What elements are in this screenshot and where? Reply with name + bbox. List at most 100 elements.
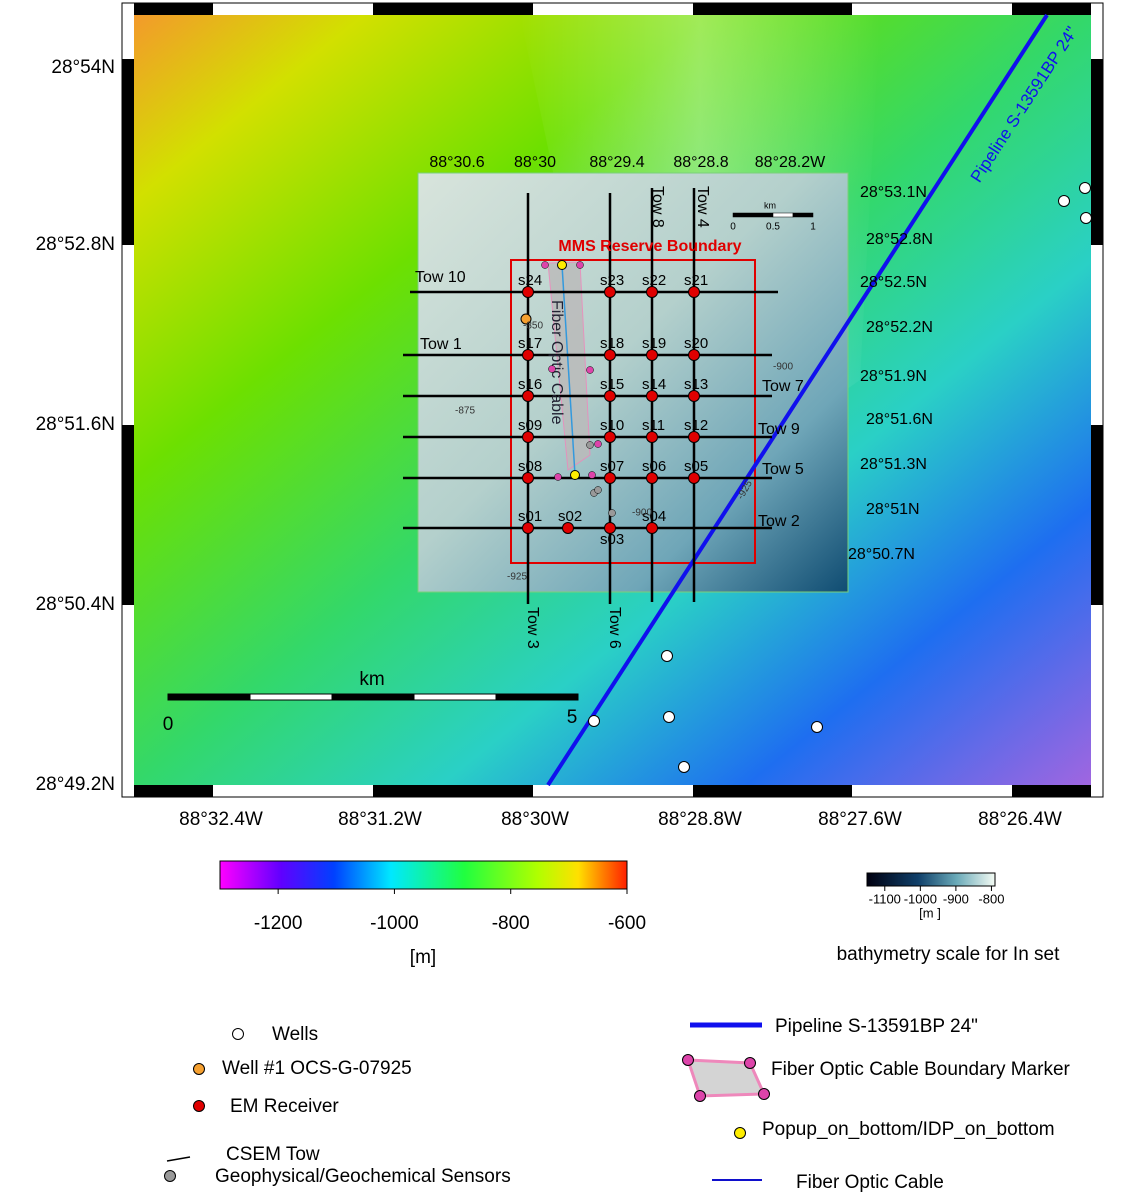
inset-lat-label: 28°52.2N: [866, 319, 933, 336]
frame-bar: [1012, 785, 1091, 797]
frame-bar: [693, 785, 852, 797]
well: [1081, 213, 1092, 224]
tow-label: Tow 5: [762, 461, 804, 478]
legend-label: Pipeline S-13591BP 24": [775, 1016, 978, 1037]
reserve-label: MMS Reserve Boundary: [558, 238, 741, 255]
contour-label: -850: [523, 321, 543, 332]
tow-label: Tow 10: [415, 269, 466, 286]
legend-symbol: [759, 1089, 770, 1100]
legend-symbol: [165, 1171, 176, 1182]
inset-lon-label: 88°30.6: [429, 154, 484, 171]
scale-bar-segment: [414, 694, 496, 700]
tow-label: Tow 3: [524, 607, 541, 649]
frame-bar: [122, 59, 134, 245]
receiver-label: s23: [600, 272, 624, 289]
inset-lat-label: 28°52.5N: [860, 274, 927, 291]
tow-label: Tow 4: [694, 186, 711, 228]
popup: [571, 471, 580, 480]
colorbar: [220, 861, 627, 889]
legend-symbol: [233, 1029, 244, 1040]
colorbar-tick-label: -1200: [254, 913, 303, 934]
lon-label: 88°32.4W: [179, 809, 263, 830]
inset-colorbar: [867, 873, 995, 886]
inset-lat-label: 28°53.1N: [860, 184, 927, 201]
legend-label: Well #1 OCS-G-07925: [222, 1058, 412, 1079]
sensor: [587, 442, 594, 449]
colorbar-tick-label: -900: [943, 891, 969, 906]
receiver-label: s01: [518, 508, 542, 525]
receiver-label: s10: [600, 417, 624, 434]
receiver-label: s03: [600, 531, 624, 548]
well: [812, 722, 823, 733]
inset-lat-label: 28°51.6N: [866, 411, 933, 428]
inset-scale-label: 0.5: [766, 222, 780, 233]
scale-bar-unit: km: [359, 669, 384, 690]
figure: 28°54N28°52.8N28°51.6N28°50.4N28°49.2N88…: [0, 0, 1135, 1196]
legend-label: Fiber Optic Cable Boundary Marker: [771, 1059, 1071, 1080]
frame-bar: [122, 425, 134, 605]
legend-symbol: [695, 1091, 706, 1102]
legend-symbol: [745, 1058, 756, 1069]
well: [589, 716, 600, 727]
well: [1059, 196, 1070, 207]
boundary-marker: [589, 472, 596, 479]
boundary-marker: [577, 262, 584, 269]
frame-bar: [134, 785, 213, 797]
frame-bar: [134, 3, 213, 15]
receiver-label: s15: [600, 376, 624, 393]
receiver-label: s13: [684, 376, 708, 393]
receiver-label: s20: [684, 335, 708, 352]
legend-symbol: [167, 1157, 190, 1161]
well: [679, 762, 690, 773]
sensor: [609, 510, 616, 517]
colorbar-tick-label: -1100: [869, 891, 901, 906]
scale-bar-label: 0: [163, 714, 174, 735]
inset-scale-segment: [773, 213, 793, 217]
receiver-label: s18: [600, 335, 624, 352]
tow-label: Tow 7: [762, 378, 804, 395]
boundary-marker: [595, 441, 602, 448]
scale-bar-segment: [496, 694, 578, 700]
well: [664, 712, 675, 723]
cable-label: Fiber Optic Cable: [548, 300, 565, 425]
receiver-label: s16: [518, 376, 542, 393]
scale-bar-label: 5: [567, 707, 578, 728]
lat-label: 28°52.8N: [36, 234, 115, 255]
contour-label: -875: [455, 406, 475, 417]
lon-label: 88°28.8W: [658, 809, 742, 830]
lon-label: 88°31.2W: [338, 809, 422, 830]
legend-symbol: [735, 1128, 746, 1139]
inset-lon-label: 88°28.2W: [755, 154, 826, 171]
inset-scale-unit: km: [764, 200, 776, 210]
legend-symbol: [194, 1101, 205, 1112]
boundary-marker: [549, 366, 556, 373]
receiver-label: s09: [518, 417, 542, 434]
frame-bar: [1091, 59, 1103, 245]
receiver-label: s17: [518, 335, 542, 352]
inset-lat-label: 28°51.9N: [860, 368, 927, 385]
lon-label: 88°30W: [501, 809, 569, 830]
contour-label: -925: [507, 572, 527, 583]
legend-label: EM Receiver: [230, 1096, 339, 1117]
tow-label: Tow 1: [420, 336, 462, 353]
frame-bar: [1012, 3, 1091, 15]
scale-bar-segment: [168, 694, 250, 700]
inset-scale-segment: [793, 213, 813, 217]
lon-label: 88°27.6W: [818, 809, 902, 830]
legend-label: Popup_on_bottom/IDP_on_bottom: [762, 1119, 1055, 1140]
tow-label: Tow 2: [758, 513, 800, 530]
legend-label: CSEM Tow: [226, 1144, 320, 1165]
tow-label: Tow 6: [606, 607, 623, 649]
legend-label: Fiber Optic Cable: [796, 1172, 944, 1193]
well: [1080, 183, 1091, 194]
receiver-label: s22: [642, 272, 666, 289]
frame-bar: [373, 3, 533, 15]
popup: [558, 261, 567, 270]
boundary-marker: [542, 262, 549, 269]
lat-label: 28°54N: [51, 57, 115, 78]
tow-label: Tow 9: [758, 421, 800, 438]
inset-lat-label: 28°51.3N: [860, 456, 927, 473]
colorbar-tick-label: -600: [608, 913, 646, 934]
receiver-label: s24: [518, 272, 542, 289]
lat-label: 28°49.2N: [36, 774, 115, 795]
